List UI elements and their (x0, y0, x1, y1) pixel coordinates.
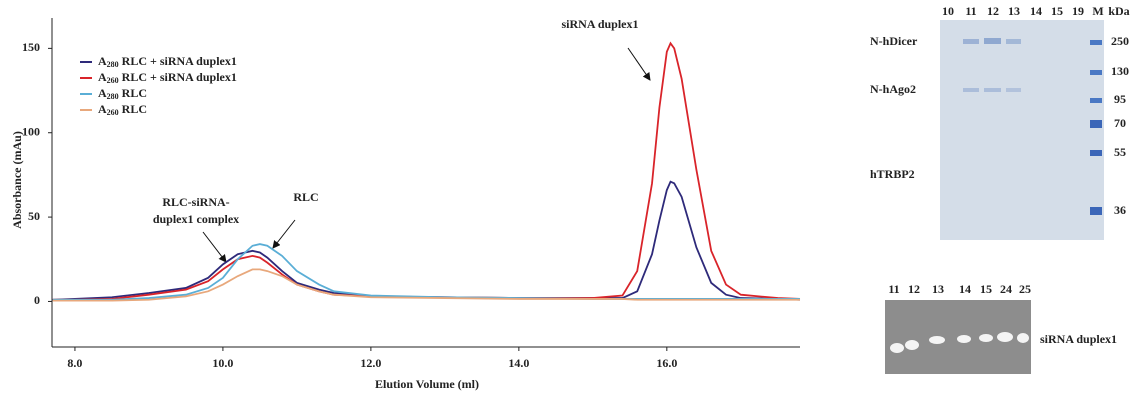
lane-label: 14 (959, 282, 971, 296)
marker-label: 55 (1114, 145, 1126, 159)
annotation: RLC (293, 190, 318, 204)
arrow (273, 220, 295, 248)
marker-label: 250 (1111, 34, 1129, 48)
lane-label: 12 (987, 4, 999, 18)
lane-label: 11 (888, 282, 899, 296)
lane-label: 25 (1019, 282, 1031, 296)
marker-label: 95 (1114, 92, 1126, 106)
x-tick-label: 10.0 (212, 356, 233, 370)
lane-label: 10 (942, 4, 954, 18)
lane-label: M (1092, 4, 1103, 18)
lane-label: 14 (1030, 4, 1042, 18)
annotation: duplex1 complex (153, 212, 239, 226)
arrow (628, 48, 650, 80)
x-axis-label: Elution Volume (ml) (375, 377, 479, 391)
annotation: siRNA duplex1 (561, 17, 638, 31)
legend-label: A260 RLC (98, 102, 147, 117)
protein-label: N-hAgo2 (870, 82, 916, 96)
annotation: RLC-siRNA- (162, 195, 229, 209)
y-tick-label: 50 (28, 209, 40, 223)
gel-label: siRNA duplex1 (1040, 332, 1117, 346)
protein-gel (940, 20, 1104, 240)
x-tick-label: 8.0 (67, 356, 82, 370)
legend-label: A280 RLC + siRNA duplex1 (98, 54, 237, 69)
lane-label: 24 (1000, 282, 1012, 296)
y-axis-label: Absorbance (mAu) (10, 131, 24, 229)
lane-label: 15 (1051, 4, 1063, 18)
x-tick-label: 16.0 (656, 356, 677, 370)
y-tick-label: 150 (22, 40, 40, 54)
lane-label: 13 (1008, 4, 1020, 18)
y-tick-label: 100 (22, 124, 40, 138)
lane-label: 11 (965, 4, 976, 18)
protein-label: hTRBP2 (870, 167, 915, 181)
arrow (203, 232, 226, 262)
figure: Absorbance (mAu) Elution Volume (ml) siR… (0, 0, 1135, 396)
x-tick-label: 12.0 (360, 356, 381, 370)
legend-label: A260 RLC + siRNA duplex1 (98, 70, 237, 85)
legend-label: A280 RLC (98, 86, 147, 101)
lane-label: 19 (1072, 4, 1084, 18)
marker-label: 70 (1114, 116, 1126, 130)
lane-label: 13 (932, 282, 944, 296)
y-tick-label: 0 (34, 293, 40, 307)
x-tick-label: 14.0 (508, 356, 529, 370)
protein-label: N-hDicer (870, 34, 918, 48)
marker-label: 130 (1111, 64, 1129, 78)
lane-label: kDa (1108, 4, 1129, 18)
lane-label: 15 (980, 282, 992, 296)
lane-label: 12 (908, 282, 920, 296)
marker-label: 36 (1114, 203, 1126, 217)
